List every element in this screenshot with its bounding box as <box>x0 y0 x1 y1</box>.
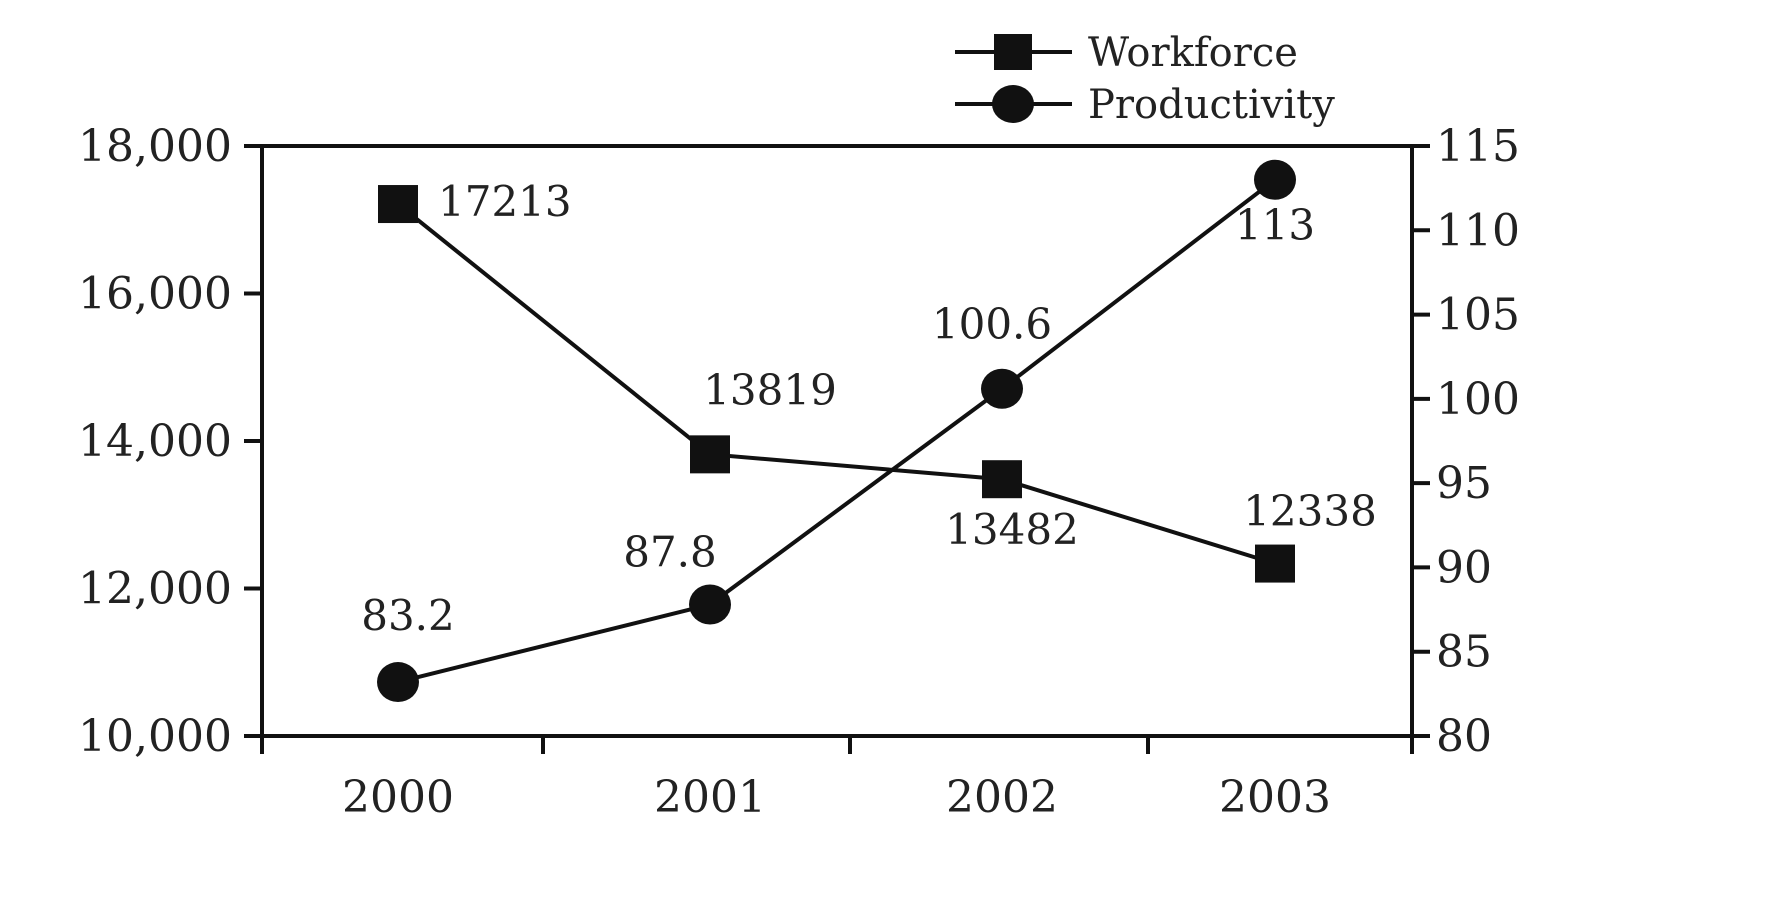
workforce-marker <box>1255 544 1295 583</box>
y-right-tick-label: 105 <box>1436 290 1520 341</box>
productivity-data-label: 113 <box>1235 201 1315 250</box>
y-right-tick-label: 95 <box>1436 458 1492 509</box>
y-left-tick-label: 18,000 <box>78 121 232 172</box>
x-tick-label-2003: 2003 <box>1219 772 1331 823</box>
workforce-marker <box>690 435 730 474</box>
legend-productivity-marker <box>992 85 1034 123</box>
workforce-line <box>396 202 1276 566</box>
x-tick-label-2001: 2001 <box>654 772 766 823</box>
legend-productivity-label: Productivity <box>1088 82 1335 128</box>
y-right-tick-label: 80 <box>1436 711 1492 762</box>
productivity-data-label: 87.8 <box>623 528 717 577</box>
workforce-data-label: 13482 <box>945 505 1079 554</box>
productivity-data-label: 83.2 <box>361 591 455 640</box>
productivity-marker <box>1254 159 1296 200</box>
workforce-marker <box>982 460 1022 499</box>
legend: Workforce Productivity <box>955 30 1335 128</box>
y-left-tick-label: 10,000 <box>78 711 232 762</box>
x-axis: 2000 2001 2002 2003 <box>260 736 1414 823</box>
workforce-data-label: 13819 <box>703 365 837 414</box>
workforce-marker <box>378 185 418 224</box>
series-layer: 17213 13819 13482 12338 83.2 87.8 100.6 113 <box>361 159 1377 703</box>
y-right-tick-label: 110 <box>1436 205 1520 256</box>
y-right-tick-label: 100 <box>1436 374 1520 425</box>
y-right-tick-label: 90 <box>1436 542 1492 593</box>
y-axis-right: 80 85 90 95 100 105 110 115 <box>1412 121 1520 762</box>
x-tick-label-2000: 2000 <box>342 772 454 823</box>
legend-workforce-label: Workforce <box>1088 30 1298 76</box>
productivity-marker <box>377 662 419 703</box>
y-left-tick-label: 12,000 <box>78 564 232 615</box>
y-left-tick-label: 14,000 <box>78 416 232 467</box>
y-axis-left: 10,000 12,000 14,000 16,000 18,000 <box>78 121 262 762</box>
x-tick-label-2002: 2002 <box>946 772 1058 823</box>
workforce-data-label: 12338 <box>1243 487 1377 536</box>
productivity-marker <box>689 584 731 625</box>
y-right-tick-label: 85 <box>1436 627 1492 678</box>
y-left-tick-label: 16,000 <box>78 269 232 320</box>
productivity-marker <box>981 368 1023 409</box>
legend-workforce-marker <box>994 34 1032 70</box>
productivity-line <box>397 178 1277 684</box>
productivity-data-label: 100.6 <box>932 300 1052 349</box>
workforce-data-label: 17213 <box>438 177 572 226</box>
y-right-tick-label: 115 <box>1436 121 1520 172</box>
